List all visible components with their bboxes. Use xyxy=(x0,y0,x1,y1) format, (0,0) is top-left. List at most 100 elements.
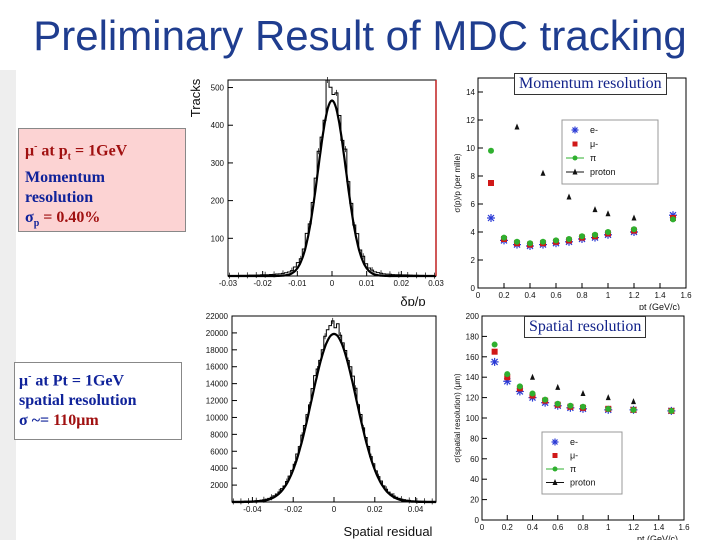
marker-circle xyxy=(501,234,507,241)
y-tick-label: 200 xyxy=(211,197,225,206)
y-tick-label: 300 xyxy=(211,159,225,168)
x-tick-label: -0.04 xyxy=(243,505,262,514)
y-tick-label: 16000 xyxy=(206,363,229,372)
marker-circle xyxy=(516,383,523,390)
mu-charge: - xyxy=(34,141,38,152)
y-tick-label: 200 xyxy=(466,312,480,321)
x-tick-label: -0.01 xyxy=(288,279,307,288)
marker-circle xyxy=(529,390,536,397)
marker-triangle xyxy=(572,168,578,175)
x-tick-label: -0.02 xyxy=(254,279,273,288)
marker-circle xyxy=(491,341,498,348)
marker-triangle xyxy=(552,479,558,485)
momentum-info-line3: resolution xyxy=(25,188,94,206)
marker-circle xyxy=(514,238,520,245)
marker-circle xyxy=(670,216,676,223)
marker-circle xyxy=(504,371,511,378)
legend-label: e- xyxy=(570,437,578,447)
x-tick-label: 1 xyxy=(606,291,611,300)
marker-circle xyxy=(668,407,675,414)
marker-star-d2 xyxy=(552,439,558,445)
marker-triangle xyxy=(514,123,520,130)
y-axis-label: σ(spatial resolution) (μm) xyxy=(453,373,462,462)
gaussian-fit-curve xyxy=(228,99,436,278)
marker-star-d2 xyxy=(487,214,495,222)
legend-label: μ- xyxy=(590,139,598,149)
x-axis-label: pt (GeV/c) xyxy=(637,534,678,540)
marker-circle xyxy=(592,231,598,238)
momentum-histogram-panel: 100 200 300 400 500 -0.03 -0.02 -0.01 0 0.01 0.02 0… xyxy=(188,66,446,314)
y-tick-label: 14 xyxy=(466,88,475,97)
x-axis-label: pt (GeV/c) xyxy=(639,302,680,312)
y-tick-label: 18000 xyxy=(206,346,229,355)
x-tick-label: 0.01 xyxy=(359,279,375,288)
y-tick-label: 2 xyxy=(471,256,476,265)
y-tick-label: 400 xyxy=(211,121,225,130)
x-tick-label: 1 xyxy=(606,523,611,532)
x-tick-label: 0.6 xyxy=(552,523,564,532)
marker-triangle xyxy=(592,206,598,213)
x-tick-label: 1.4 xyxy=(653,523,665,532)
marker-triangle xyxy=(631,214,637,221)
plot-frame xyxy=(231,315,437,503)
y-axis-label: σ(p)/p (per mille) xyxy=(453,153,462,213)
spatial-resolution-plot: 0 20 40 60 80 100 120 140 160 180 200 0 0.2 0.4 0.6 0.8… xyxy=(453,312,690,544)
marker-triangle xyxy=(605,394,611,401)
marker-circle xyxy=(553,237,559,244)
x-tick-label: -0.02 xyxy=(284,505,303,514)
marker-circle xyxy=(566,236,572,242)
gev-text: = 1GeV xyxy=(71,142,128,160)
y-tick-label: 22000 xyxy=(206,312,229,321)
sigma-symbol: σ xyxy=(25,208,34,226)
mu-symbol-2: μ xyxy=(19,372,29,390)
x-tick-label: 0.2 xyxy=(502,523,514,532)
momentum-histogram: 100 200 300 400 500 -0.03 -0.02 -0.01 0 0.01 0.02 0… xyxy=(188,77,444,309)
marker-square xyxy=(552,453,558,458)
x-tick-label: 1.6 xyxy=(680,291,692,300)
marker-circle xyxy=(605,405,612,412)
momentum-info-line1: μ- at pt = 1GeV xyxy=(25,137,179,168)
legend-label: π xyxy=(590,153,596,163)
y-tick-label: 2000 xyxy=(210,481,228,490)
x-tick-label: 1.4 xyxy=(654,291,666,300)
y-tick-label: 14000 xyxy=(206,380,229,389)
marker-triangle xyxy=(540,169,546,176)
marker-star-d2 xyxy=(572,127,578,133)
legend-label: proton xyxy=(590,167,616,177)
y-tick-label: 10 xyxy=(466,144,475,153)
y-tick-label: 180 xyxy=(466,332,480,341)
marker-star-d2 xyxy=(491,358,499,366)
marker-square xyxy=(488,180,494,186)
histogram-bins xyxy=(228,79,436,277)
mu-symbol: μ xyxy=(25,142,35,160)
marker-triangle xyxy=(631,398,636,405)
y-tick-label: 10000 xyxy=(206,413,229,422)
x-tick-label: 0.02 xyxy=(367,505,383,514)
spatial-histogram-panel: 2000 4000 6000 8000 10000 12000 14000 16000 1800… xyxy=(188,306,446,540)
marker-circle xyxy=(630,406,637,413)
at-pt-text: at Pt = 1GeV xyxy=(31,372,125,390)
y-tick-label: 100 xyxy=(466,414,480,423)
marker-circle xyxy=(605,229,611,235)
y-tick-label: 12 xyxy=(466,116,475,125)
legend-box xyxy=(561,119,659,185)
x-tick-label: 0.04 xyxy=(408,505,424,514)
y-tick-label: 20 xyxy=(470,496,479,505)
left-margin-strip xyxy=(0,70,16,540)
marker-triangle xyxy=(605,210,611,217)
y-tick-label: 100 xyxy=(211,234,225,243)
x-tick-label: 1.2 xyxy=(628,523,640,532)
y-tick-label: 40 xyxy=(470,475,479,484)
y-tick-label: 6 xyxy=(471,200,476,209)
marker-circle xyxy=(540,238,546,245)
y-tick-label: 6000 xyxy=(210,447,228,456)
marker-circle xyxy=(579,233,585,240)
x-tick-label: 0.02 xyxy=(394,279,410,288)
legend-label: proton xyxy=(570,478,596,488)
x-tick-label: 0.8 xyxy=(576,291,588,300)
y-tick-label: 4000 xyxy=(210,464,228,473)
x-tick-label: 0 xyxy=(330,279,335,288)
x-tick-label: 0.4 xyxy=(524,291,536,300)
slide-title: Preliminary Result of MDC tracking xyxy=(33,12,687,59)
y-tick-label: 160 xyxy=(466,353,480,362)
